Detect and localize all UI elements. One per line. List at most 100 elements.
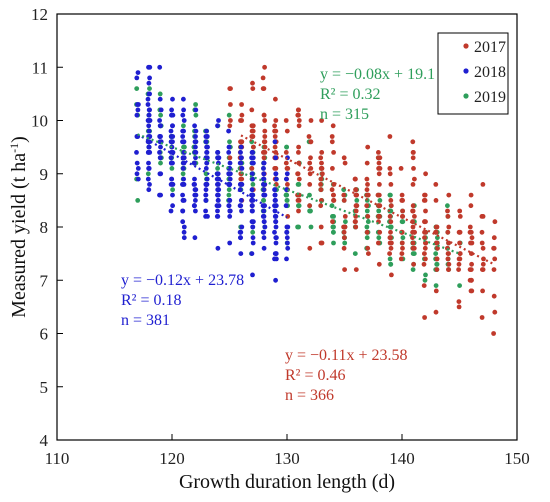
point-2018-265 <box>261 160 267 166</box>
point-2017-282 <box>468 203 474 209</box>
point-2017-216 <box>228 102 233 107</box>
point-2017-360 <box>239 102 245 107</box>
point-2018-236 <box>239 166 245 171</box>
point-2017-272 <box>318 166 324 171</box>
point-2019-97 <box>377 198 383 203</box>
point-2017-29 <box>492 309 498 315</box>
point-2018-229 <box>169 107 175 113</box>
point-2017-317 <box>456 267 461 272</box>
point-2018-254 <box>203 139 209 145</box>
point-2017-252 <box>376 171 382 177</box>
point-2018-159 <box>262 224 268 230</box>
point-2018-214 <box>227 198 233 203</box>
point-2017-62 <box>329 134 335 139</box>
point-2017-300 <box>446 267 451 272</box>
point-2017-111 <box>330 166 335 171</box>
point-2017-211 <box>342 224 348 230</box>
legend-label-2018: 2018 <box>474 64 506 81</box>
point-2017-309 <box>491 293 497 299</box>
point-2017-255 <box>307 245 313 251</box>
point-2019-210 <box>364 235 370 241</box>
point-2017-292 <box>388 198 394 203</box>
point-2018-330 <box>249 203 255 209</box>
point-2018-307 <box>261 219 267 225</box>
point-2017-286 <box>377 229 383 235</box>
point-2017-196 <box>468 267 474 272</box>
point-2018-29 <box>170 192 175 198</box>
point-2018-182 <box>181 224 187 230</box>
point-2017-337 <box>341 229 347 235</box>
point-2018-231 <box>193 134 198 139</box>
point-2017-283 <box>398 166 404 171</box>
point-2018-320 <box>192 235 198 241</box>
point-2019-200 <box>354 198 360 203</box>
point-2019-280 <box>215 166 221 171</box>
point-2017-187 <box>308 118 314 123</box>
annotation-2019-r2: R² = 0.32 <box>320 86 381 103</box>
point-2018-242 <box>135 166 141 171</box>
point-2017-353 <box>228 118 233 123</box>
point-2017-41 <box>283 118 289 123</box>
point-2017-320 <box>446 192 452 198</box>
point-2018-288 <box>145 150 151 155</box>
point-2017-344 <box>353 267 359 272</box>
legend-item-2019: 2019 <box>463 89 506 106</box>
point-2017-178 <box>376 240 381 246</box>
point-2018-333 <box>238 198 244 203</box>
point-2019-171 <box>147 86 152 91</box>
point-2017-271 <box>262 134 268 139</box>
point-2019-71 <box>226 112 232 118</box>
point-2017-357 <box>260 86 266 91</box>
annotation-2019: y = −0.08x + 19.1 R² = 0.32 n = 315 <box>320 66 435 123</box>
point-2017-322 <box>307 182 313 187</box>
point-2018-76 <box>226 171 232 177</box>
point-2018-224 <box>272 229 277 235</box>
point-2017-190 <box>445 229 451 235</box>
point-2018-155 <box>238 235 244 241</box>
point-2018-312 <box>181 139 186 145</box>
point-2018-374 <box>169 176 175 182</box>
point-2017-223 <box>296 208 301 214</box>
point-2017-76 <box>341 192 347 198</box>
point-2018-324 <box>284 176 289 182</box>
point-2018-235 <box>170 123 175 129</box>
point-2017-191 <box>295 171 300 177</box>
point-2019-211 <box>331 229 336 235</box>
point-2018-339 <box>180 208 186 214</box>
point-2018-42 <box>273 240 279 246</box>
point-2018-294 <box>157 134 163 139</box>
point-2018-60 <box>203 166 209 171</box>
point-2017-325 <box>457 229 463 235</box>
point-2019-237 <box>400 219 406 225</box>
point-2018-372 <box>146 139 152 145</box>
point-2017-247 <box>457 214 463 219</box>
point-2018-232 <box>215 245 221 251</box>
point-2018-340 <box>157 96 163 102</box>
point-2017-50 <box>468 192 474 198</box>
point-2017-14 <box>387 251 392 256</box>
point-2019-221 <box>203 171 209 177</box>
point-2018-139 <box>203 187 209 193</box>
point-2018-322 <box>135 102 140 107</box>
point-2017-167 <box>262 64 267 70</box>
point-2018-289 <box>262 182 268 187</box>
point-2018-276 <box>227 240 233 246</box>
point-2017-133 <box>423 219 428 225</box>
point-2018-250 <box>284 256 289 262</box>
point-2018-365 <box>168 208 174 214</box>
point-2018-218 <box>273 176 279 182</box>
point-2018-15 <box>204 176 210 182</box>
point-2018-14 <box>226 128 232 134</box>
point-2018-304 <box>158 171 164 177</box>
point-2017-83 <box>398 256 404 262</box>
point-2017-59 <box>421 283 427 288</box>
point-2018-119 <box>215 123 220 129</box>
point-2018-268 <box>180 166 186 171</box>
point-2019-256 <box>364 224 370 230</box>
point-2018-286 <box>168 155 174 161</box>
point-2018-109 <box>261 171 267 177</box>
point-2017-311 <box>353 176 358 182</box>
point-2018-17 <box>273 155 278 161</box>
point-2017-164 <box>479 240 485 246</box>
